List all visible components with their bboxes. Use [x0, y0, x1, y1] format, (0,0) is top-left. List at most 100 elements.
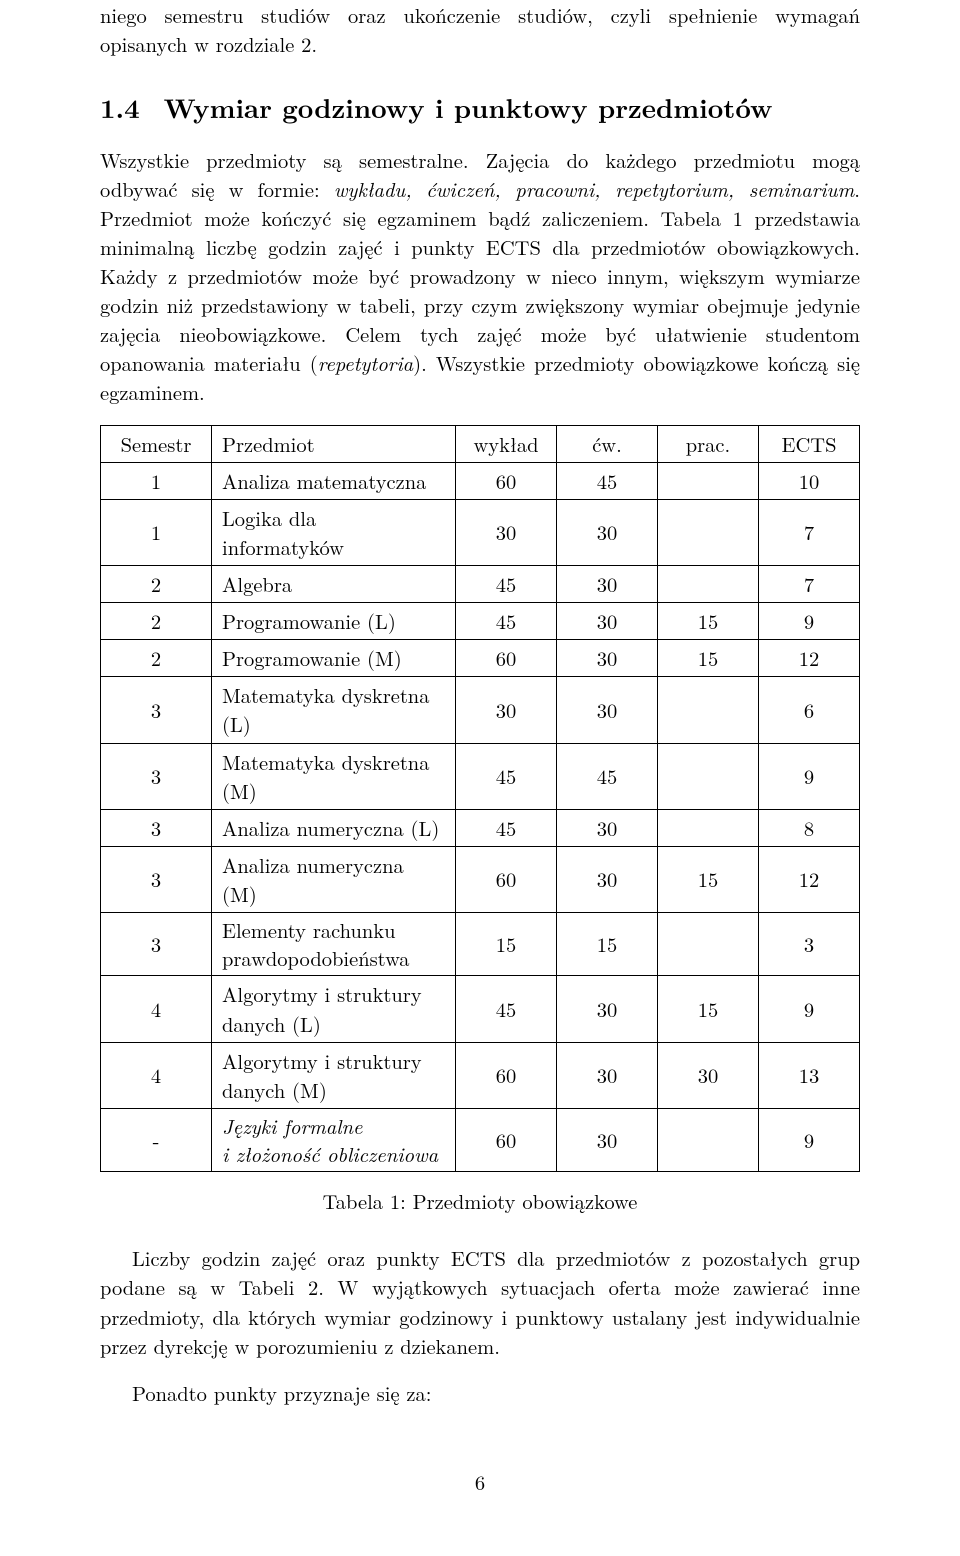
table-row: 4Algorytmy i struktury danych (M)6030301… [101, 1042, 860, 1108]
cell-lab [658, 499, 759, 565]
cell-ects: 9 [759, 603, 860, 640]
cell-ects: 7 [759, 499, 860, 565]
paragraph-3: Ponadto punkty przyznaje się za: [100, 1378, 860, 1407]
cell-subject: Matematyka dyskretna (L) [212, 677, 456, 743]
cell-lab [658, 565, 759, 602]
cell-lecture: 30 [456, 677, 557, 743]
italic-text: wykładu, ćwiczeń, pracowni, repetytorium… [334, 174, 854, 203]
cell-subject: Analiza matematyczna [212, 462, 456, 499]
cell-exercises: 45 [557, 462, 658, 499]
cell-subject: Elementy rachunkuprawdopodobieństwa [212, 913, 456, 976]
cell-semester: 3 [101, 677, 212, 743]
italic-text: repetytoria [318, 348, 413, 377]
cell-lab: 15 [658, 640, 759, 677]
cell-exercises: 30 [557, 976, 658, 1042]
cell-ects: 12 [759, 640, 860, 677]
cell-subject: Algebra [212, 565, 456, 602]
section-title: Wymiar godzinowy i punktowy przedmiotów [164, 88, 773, 126]
cell-lab: 30 [658, 1042, 759, 1108]
cell-exercises: 30 [557, 1042, 658, 1108]
col-lecture: wykład [456, 425, 557, 462]
cell-lecture: 60 [456, 462, 557, 499]
cell-lab [658, 1108, 759, 1171]
paragraph-2: Liczby godzin zajęć oraz punkty ECTS dla… [100, 1243, 860, 1359]
table-row: 3Matematyka dyskretna (L)30306 [101, 677, 860, 743]
cell-lab: 15 [658, 846, 759, 912]
section-number: 1.4 [100, 88, 140, 126]
cell-semester: 4 [101, 1042, 212, 1108]
col-ects: ECTS [759, 425, 860, 462]
table-row: 3Matematyka dyskretna (M)45459 [101, 743, 860, 809]
table-row: 1Logika dla informatyków30307 [101, 499, 860, 565]
cell-ects: 10 [759, 462, 860, 499]
cell-semester: 4 [101, 976, 212, 1042]
cell-semester: - [101, 1108, 212, 1171]
cell-ects: 3 [759, 913, 860, 976]
col-exercises: ćw. [557, 425, 658, 462]
cell-lab [658, 913, 759, 976]
table-row: 2Programowanie (M)60301512 [101, 640, 860, 677]
cell-lecture: 45 [456, 976, 557, 1042]
cell-ects: 8 [759, 809, 860, 846]
cell-subject: Logika dla informatyków [212, 499, 456, 565]
cell-exercises: 30 [557, 499, 658, 565]
cell-exercises: 30 [557, 677, 658, 743]
cell-lecture: 30 [456, 499, 557, 565]
cell-ects: 9 [759, 1108, 860, 1171]
table-row: 4Algorytmy i struktury danych (L)4530159 [101, 976, 860, 1042]
cell-subject: Analiza numeryczna (L) [212, 809, 456, 846]
page-number: 6 [100, 1467, 860, 1496]
paragraph-continuation: niego semestru studiów oraz ukończenie s… [100, 0, 860, 58]
cell-lecture: 60 [456, 1042, 557, 1108]
cell-ects: 9 [759, 743, 860, 809]
cell-semester: 2 [101, 640, 212, 677]
cell-exercises: 30 [557, 640, 658, 677]
cell-subject: Programowanie (L) [212, 603, 456, 640]
table-header-row: Semestr Przedmiot wykład ćw. prac. ECTS [101, 425, 860, 462]
cell-exercises: 30 [557, 846, 658, 912]
cell-exercises: 45 [557, 743, 658, 809]
table-row: 2Programowanie (L)4530159 [101, 603, 860, 640]
cell-subject: Programowanie (M) [212, 640, 456, 677]
cell-subject: Analiza numeryczna (M) [212, 846, 456, 912]
cell-exercises: 30 [557, 809, 658, 846]
cell-ects: 12 [759, 846, 860, 912]
table-row: 1Analiza matematyczna604510 [101, 462, 860, 499]
cell-ects: 13 [759, 1042, 860, 1108]
cell-semester: 1 [101, 499, 212, 565]
cell-exercises: 30 [557, 1108, 658, 1171]
cell-semester: 3 [101, 913, 212, 976]
cell-lecture: 15 [456, 913, 557, 976]
table-row: 3Analiza numeryczna (L)4530 8 [101, 809, 860, 846]
cell-semester: 3 [101, 809, 212, 846]
table-row: 3Elementy rachunkuprawdopodobieństwa1515… [101, 913, 860, 976]
cell-exercises: 15 [557, 913, 658, 976]
cell-lecture: 45 [456, 809, 557, 846]
cell-lecture: 45 [456, 743, 557, 809]
table-row: 3Analiza numeryczna (M)60301512 [101, 846, 860, 912]
cell-lecture: 60 [456, 640, 557, 677]
paragraph-1: Wszystkie przedmioty są semestralne. Zaj… [100, 145, 860, 407]
cell-lab: 15 [658, 603, 759, 640]
section-heading: 1.4 Wymiar godzinowy i punktowy przedmio… [100, 88, 860, 126]
cell-ects: 9 [759, 976, 860, 1042]
cell-exercises: 30 [557, 565, 658, 602]
cell-semester: 2 [101, 565, 212, 602]
cell-lab [658, 462, 759, 499]
cell-lab [658, 677, 759, 743]
table-row: -Języki formalnei złożoność obliczeniowa… [101, 1108, 860, 1171]
col-semester: Semestr [101, 425, 212, 462]
courses-table: Semestr Przedmiot wykład ćw. prac. ECTS … [100, 425, 860, 1173]
table-caption: Tabela 1: Przedmioty obowiązkowe [100, 1186, 860, 1215]
cell-lab [658, 809, 759, 846]
cell-lab [658, 743, 759, 809]
cell-subject: Matematyka dyskretna (M) [212, 743, 456, 809]
cell-subject: Języki formalnei złożoność obliczeniowa [212, 1108, 456, 1171]
cell-exercises: 30 [557, 603, 658, 640]
cell-semester: 2 [101, 603, 212, 640]
cell-semester: 3 [101, 743, 212, 809]
col-lab: prac. [658, 425, 759, 462]
table-row: 2Algebra45307 [101, 565, 860, 602]
cell-subject: Algorytmy i struktury danych (L) [212, 976, 456, 1042]
cell-lecture: 45 [456, 565, 557, 602]
